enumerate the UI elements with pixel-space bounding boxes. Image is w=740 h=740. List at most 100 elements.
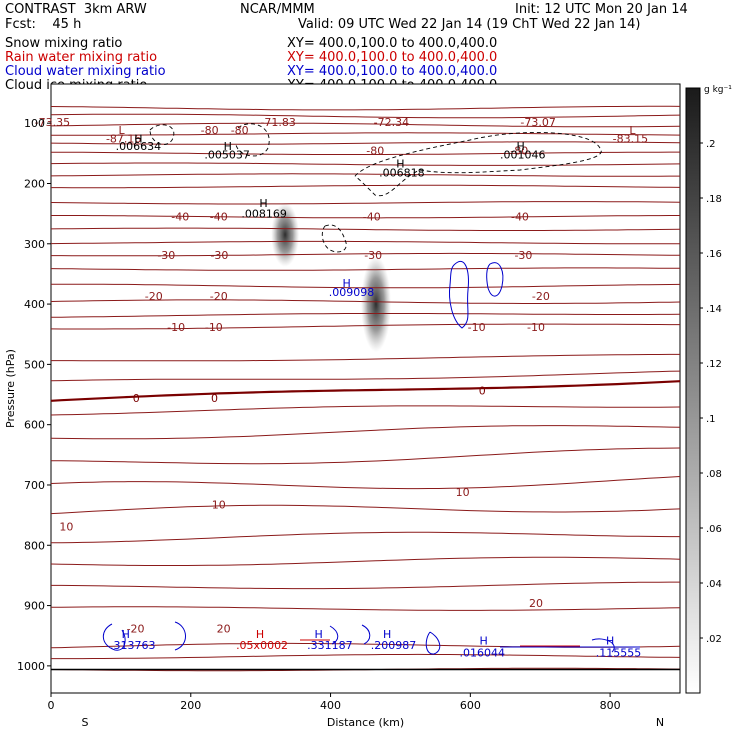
contour-label: -20 (532, 290, 550, 303)
temperature-contour (50, 531, 680, 544)
temperature-contour (51, 653, 681, 660)
contour-label: -73.07 (520, 116, 555, 129)
x-tick-label: 800 (600, 699, 621, 712)
contour-label: -30 (364, 249, 382, 262)
cloud-water-contour (449, 260, 469, 329)
field-label-snow: Snow mixing ratio (5, 36, 123, 51)
contour-label: -87.16 (106, 132, 141, 145)
contour-label: H (396, 158, 404, 171)
temperature-contour (50, 113, 681, 119)
colorbar-tick-label: .08 (706, 469, 722, 480)
contour-label: -10 (527, 321, 545, 334)
colorbar-tick-label: .16 (706, 249, 722, 260)
y-axis-label: Pressure (hPa) (4, 349, 17, 428)
contour-label: -73.35 (35, 116, 70, 129)
contour-label: -30 (514, 249, 532, 262)
contour-label: .05x0002 (236, 639, 288, 652)
colorbar (685, 87, 701, 694)
contour-label: -10 (205, 321, 223, 334)
colorbar-tick-label: .02 (706, 634, 722, 645)
colorbar-tick-label: .06 (706, 524, 722, 535)
contour-label: .008169 (241, 208, 287, 221)
contour-label: .005037 (204, 149, 250, 162)
contour-label: -80 (366, 144, 384, 157)
temperature-contour (50, 141, 681, 145)
cloud-water-contour (329, 625, 339, 645)
temperature-contour (51, 151, 680, 155)
temperature-contour (50, 425, 681, 440)
contour-label: H (259, 197, 267, 210)
temperature-contour (50, 162, 681, 166)
temperature-contour (50, 240, 681, 245)
contour-label: 0 (211, 392, 218, 405)
shaded-maximum (360, 256, 391, 353)
temperature-contour (50, 267, 681, 271)
contour-label: .016044 (459, 647, 505, 660)
y-tick-label: 700 (24, 479, 45, 492)
contour-label: H (224, 140, 232, 153)
temperature-contour (50, 122, 681, 128)
temperature-contour (51, 581, 680, 590)
contour-label: -80 (231, 124, 249, 137)
x-axis-label: Distance (km) (327, 716, 404, 729)
snow-dashed-contour (149, 124, 175, 145)
colorbar-tick-label: .1 (706, 414, 716, 425)
contour-label: .115555 (596, 647, 642, 660)
contour-label: 10 (212, 498, 226, 511)
contour-label: -40 (210, 211, 228, 224)
contour-label: H (315, 628, 323, 641)
cloud-water-contour (174, 621, 186, 651)
temperature-contour (50, 447, 681, 465)
y-tick-label: 400 (24, 298, 45, 311)
contour-label: -20 (127, 622, 145, 635)
contour-label: H (479, 635, 487, 648)
contour-label: -10 (167, 321, 185, 334)
contour-label: 0 (479, 384, 486, 397)
contour-label: -20 (145, 290, 163, 303)
colorbar-tick-label: .14 (706, 304, 722, 315)
contour-label: .006818 (379, 167, 425, 180)
contour-label: -83.15 (613, 132, 648, 145)
contour-label: L (629, 124, 636, 137)
contour-label: -80 (510, 144, 528, 157)
x-tick-label: 600 (460, 699, 481, 712)
contour-label: .200987 (371, 639, 417, 652)
contour-label: H (342, 277, 350, 290)
temperature-contour (50, 227, 681, 231)
contour-label: -30 (210, 249, 228, 262)
y-tick-label: 100 (24, 117, 45, 130)
contour-label: -71.83 (260, 116, 295, 129)
cloud-water-contour (425, 631, 441, 655)
field-xy-cloud-water: XY= 400.0,100.0 to 400.0,400.0 (287, 64, 498, 79)
temperature-contour (50, 173, 680, 177)
contour-label: 10 (456, 486, 470, 499)
snow-dashed-contour (354, 131, 602, 197)
forecast-hour: Fcst: 45 h (5, 17, 82, 32)
x-tick-label: 200 (180, 699, 201, 712)
temperature-contour (50, 556, 681, 566)
chart-title: CONTRAST 3km ARW (5, 2, 147, 17)
contour-label: L (119, 124, 126, 137)
x-end-label: N (656, 716, 664, 729)
y-tick-label: 600 (24, 419, 45, 432)
temperature-contour (50, 606, 681, 611)
y-tick-label: 800 (24, 539, 45, 552)
contour-label: -40 (363, 211, 381, 224)
y-tick-label: 300 (24, 238, 45, 251)
temperature-contour (50, 380, 681, 402)
contour-label: -30 (157, 249, 175, 262)
shaded-maximum (271, 202, 300, 267)
contour-label: -40 (511, 211, 529, 224)
temperature-contour (50, 105, 681, 111)
contour-label: .006634 (116, 140, 162, 153)
cloud-water-contour (486, 262, 504, 297)
y-tick-label: 900 (24, 600, 45, 613)
x-tick-label: 0 (48, 699, 55, 712)
contour-label: H (606, 635, 614, 648)
field-xy-snow: XY= 400.0,100.0 to 400.0,400.0 (287, 36, 498, 51)
temperature-contour (50, 299, 681, 304)
temperature-contour (50, 504, 681, 515)
temperature-contour (51, 252, 681, 257)
valid-time: Valid: 09 UTC Wed 22 Jan 14 (19 ChT Wed … (298, 17, 641, 32)
x-start-label: S (82, 716, 89, 729)
